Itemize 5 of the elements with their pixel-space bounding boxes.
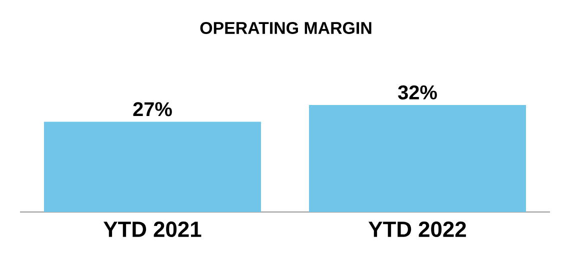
data-label: 32% xyxy=(398,85,437,100)
x-tick-label: YTD 2022 xyxy=(368,222,466,238)
chart-title: OPERATING MARGIN xyxy=(200,22,372,34)
data-label: 27% xyxy=(133,102,172,116)
x-tick-label: YTD 2021 xyxy=(104,222,202,238)
